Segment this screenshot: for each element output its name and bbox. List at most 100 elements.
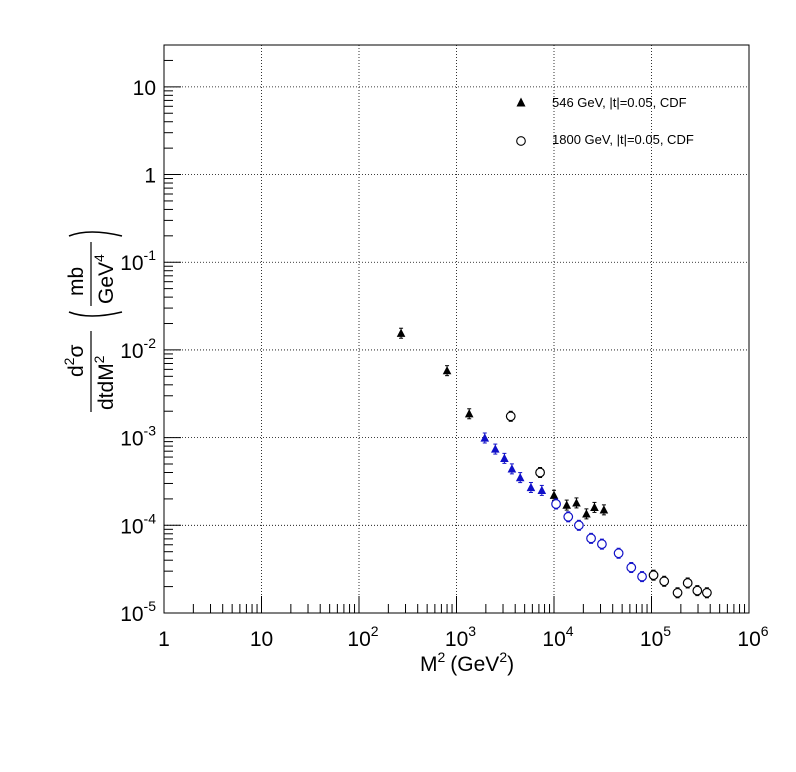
x-tick-label: 103: [445, 623, 476, 651]
circle-marker: [637, 571, 647, 582]
point-546gev: [480, 432, 490, 444]
triangle-marker: [515, 472, 525, 482]
point-1800gev: [573, 519, 584, 531]
point-1800gev: [701, 587, 712, 599]
x-tick-label: 102: [347, 623, 378, 651]
x-tick-label: 104: [542, 623, 573, 651]
point-1800gev: [505, 410, 516, 422]
circle-marker: [682, 578, 693, 588]
triangle-marker: [572, 498, 581, 507]
triangle-marker: [396, 328, 406, 337]
circle-marker: [535, 467, 545, 478]
circle-marker: [597, 539, 607, 550]
point-1800gev: [626, 562, 637, 574]
y-tick-label: 10-4: [120, 510, 156, 538]
point-546gev: [515, 472, 525, 484]
x-axis-title-sup: 2: [438, 649, 446, 665]
legend-marker-546: [516, 97, 526, 107]
point-546gev: [599, 504, 609, 516]
point-546gev: [442, 365, 452, 377]
point-1800gev: [659, 575, 670, 587]
y-title-unit-denominator: GeV4: [91, 254, 118, 304]
y-title-numerator: d2σ: [61, 345, 88, 377]
legend-label-1800: 1800 GeV, |t|=0.05, CDF: [552, 132, 694, 147]
circle-marker: [563, 511, 574, 522]
point-1800gev: [535, 467, 545, 479]
point-1800gev: [682, 577, 693, 589]
point-546gev: [562, 499, 572, 511]
circle-marker: [551, 499, 561, 509]
x-axis-title-units: (GeV: [450, 653, 499, 676]
circle-marker: [659, 576, 670, 587]
circle-marker: [613, 548, 624, 559]
point-1800gev: [613, 547, 624, 559]
triangle-marker: [537, 485, 547, 495]
point-546gev: [490, 443, 500, 455]
y-tick-label: 10: [133, 77, 156, 100]
triangle-marker: [582, 509, 591, 518]
y-axis-title: d2σ dtdM2 mb GeV4: [61, 231, 123, 412]
triangle-marker: [549, 490, 559, 499]
point-546gev: [500, 452, 509, 464]
y-tick-label: 10-3: [120, 423, 156, 451]
x-tick-label: 105: [640, 623, 671, 651]
x-axis-title-units-sup: 2: [499, 649, 507, 665]
point-1800gev: [597, 538, 607, 550]
circle-marker: [505, 411, 516, 422]
circle-marker: [586, 533, 596, 544]
y-tick-label: 10-5: [120, 598, 156, 626]
triangle-marker: [526, 482, 536, 492]
point-1800gev: [692, 585, 703, 597]
point-546gev: [572, 497, 581, 509]
circle-marker: [648, 570, 659, 581]
tick-labels: 1 10 102 103 104 105 106 10-5 10-4 10-3 10-2 10-1 1 1…: [120, 77, 769, 651]
x-tick-label: 10: [250, 628, 273, 651]
triangle-marker: [480, 433, 490, 442]
triangle-marker: [562, 500, 572, 509]
point-546gev: [582, 508, 591, 520]
point-1800gev: [586, 532, 596, 544]
circle-marker: [672, 587, 683, 598]
x-axis-title-base: M: [420, 653, 438, 676]
point-1800gev: [648, 569, 659, 581]
triangle-marker: [507, 464, 517, 473]
circle-marker: [692, 585, 703, 596]
point-546gev: [537, 484, 547, 496]
point-546gev: [396, 327, 406, 339]
point-1800gev: [551, 498, 561, 510]
triangle-marker: [442, 366, 452, 375]
y-title-left-paren: [68, 311, 123, 317]
point-546gev: [464, 408, 474, 420]
y-title-unit-numerator: mb: [65, 267, 88, 296]
triangle-marker: [599, 505, 609, 514]
tick-marks: [163, 44, 746, 614]
y-tick-label: 10-1: [120, 247, 156, 275]
y-tick-label: 1: [144, 165, 156, 188]
triangle-marker: [464, 409, 474, 418]
circle-marker: [573, 520, 584, 531]
x-axis-title: M2 (GeV2): [420, 649, 514, 676]
y-title-right-paren: [68, 231, 123, 237]
point-1800gev: [672, 587, 683, 599]
triangle-marker: [590, 502, 599, 512]
legend: 546 GeV, |t|=0.05, CDF 1800 GeV, |t|=0.0…: [516, 95, 694, 147]
legend-label-546: 546 GeV, |t|=0.05, CDF: [552, 95, 687, 110]
x-tick-label: 1: [158, 628, 170, 651]
point-546gev: [507, 463, 517, 475]
point-546gev: [526, 481, 536, 493]
triangle-marker: [500, 453, 509, 462]
point-546gev: [590, 501, 599, 513]
legend-marker-1800: [516, 136, 526, 146]
x-tick-label: 106: [737, 623, 768, 651]
point-1800gev: [637, 571, 647, 583]
x-axis-title-close: ): [507, 653, 514, 676]
triangle-marker: [490, 444, 500, 453]
data-points: [396, 327, 712, 599]
point-1800gev: [563, 511, 574, 523]
circle-marker: [626, 562, 637, 573]
y-title-denominator: dtdM2: [91, 355, 118, 410]
circle-marker: [701, 587, 712, 598]
y-tick-label: 10-2: [120, 335, 156, 363]
